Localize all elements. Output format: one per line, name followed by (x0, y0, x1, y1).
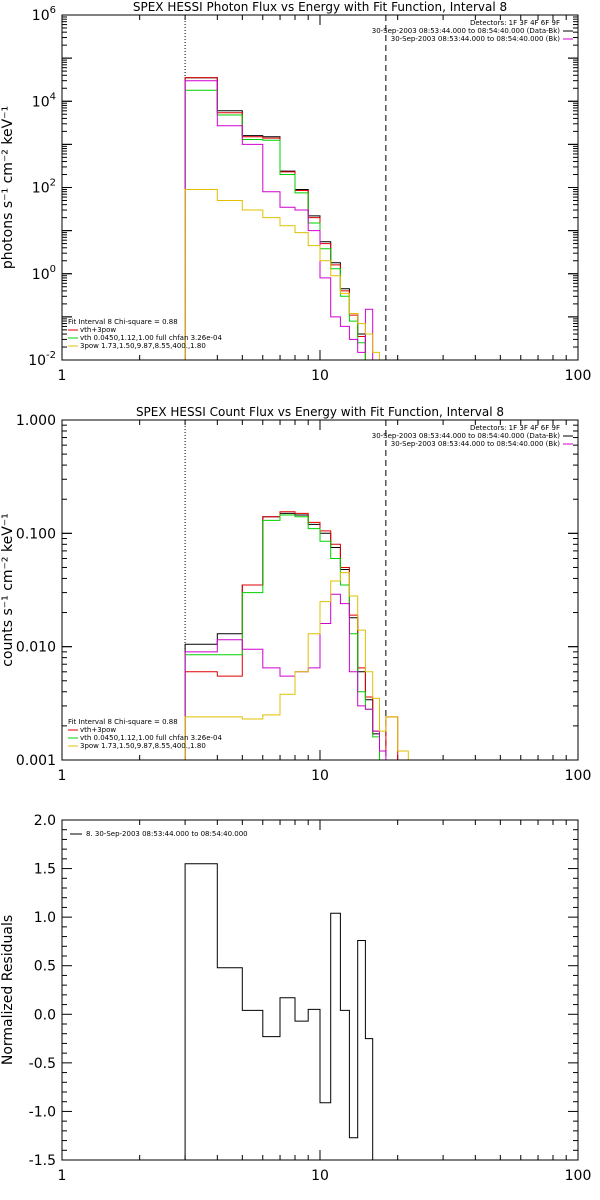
x-tick-label: 1 (58, 368, 67, 384)
y-tick-base: 10 (28, 353, 46, 369)
y-tick-label: 1.0 (34, 910, 56, 926)
series-1-line (184, 77, 409, 361)
legend-text: 8. 30-Sep-2003 08:53:44.000 to 08:54:40.… (86, 830, 248, 838)
y-tick-label: 1.5 (34, 862, 56, 878)
series-4-line (184, 189, 409, 361)
x-tick-label: 100 (565, 768, 592, 784)
series-1-line (184, 511, 409, 761)
y-tick-base: 10 (32, 181, 50, 197)
fit-line: vth+3pow (80, 726, 116, 734)
x-tick-label: 1 (58, 768, 67, 784)
y-tick-label: 0.0 (34, 1007, 56, 1023)
y-tick-exponent: 4 (50, 91, 56, 102)
y-axis-label: photons s⁻¹ cm⁻² keV⁻¹ (0, 106, 16, 269)
plot-frame (61, 819, 579, 1161)
panel-0: SPEX HESSI Photon Flux vs Energy with Fi… (0, 0, 591, 384)
y-tick-label: -1.5 (29, 1153, 56, 1169)
fit-line: vth 0.0450,1.12,1.00 full chfan 3.26e-04 (80, 334, 222, 342)
y-tick-base: 10 (32, 94, 50, 110)
y-tick-base: 10 (32, 267, 50, 283)
y-tick-label: 100 (32, 264, 56, 283)
series-2-line (184, 89, 373, 361)
x-tick-label: 10 (311, 1168, 329, 1184)
y-tick-label: 2.0 (34, 813, 56, 829)
y-tick-label: 0.001 (16, 753, 56, 769)
y-tick-exponent: 2 (50, 178, 56, 189)
series-3-line (184, 593, 387, 760)
series-2-line (184, 514, 386, 761)
info-line: 30-Sep-2003 08:53:44.000 to 08:54:40.000… (372, 432, 561, 440)
plot-frame (61, 419, 579, 761)
fit-line: Fit Interval 8 Chi-square = 0.88 (68, 718, 178, 726)
fit-line: 3pow 1.73,1.50,9.87,8.55,400.,1.80 (80, 342, 206, 350)
y-tick-exponent: 0 (50, 264, 56, 275)
y-tick-label: 102 (32, 178, 56, 197)
y-tick-label: 10-2 (28, 350, 56, 369)
y-tick-exponent: -2 (46, 350, 56, 361)
y-tick-label: -1.0 (29, 1104, 56, 1120)
x-tick-label: 10 (311, 368, 329, 384)
fit-line: 3pow 1.73,1.50,9.87,8.55,400.,1.80 (80, 742, 206, 750)
x-tick-label: 1 (58, 1168, 67, 1184)
info-line: 30-Sep-2003 08:53:44.000 to 08:54:40.000… (391, 35, 561, 43)
x-tick-label: 100 (565, 368, 592, 384)
y-tick-exponent: 6 (50, 5, 56, 16)
fit-line: Fit Interval 8 Chi-square = 0.88 (68, 318, 178, 326)
y-tick-label: 104 (32, 91, 56, 110)
chart-title: SPEX HESSI Count Flux vs Energy with Fit… (136, 405, 504, 419)
series-0-line (184, 512, 386, 761)
y-axis-label: counts s⁻¹ cm⁻² keV⁻¹ (0, 513, 16, 667)
y-axis-label: Normalized Residuals (0, 915, 16, 1065)
series-0-line (184, 77, 373, 361)
info-line: 30-Sep-2003 08:53:44.000 to 08:54:40.000… (391, 440, 561, 448)
info-line: Detectors: 1F 3F 4F 6F 9F (470, 19, 560, 27)
y-tick-label: 106 (32, 5, 56, 24)
chart-title: SPEX HESSI Photon Flux vs Energy with Fi… (133, 0, 507, 14)
panel-2: Normalized Residuals 1 10 100 2.0 1.5 1.0 0.5 0.… (0, 813, 591, 1184)
x-tick-label: 100 (565, 1168, 592, 1184)
y-tick-label: 1.000 (16, 413, 56, 429)
series-0-line (184, 863, 374, 1160)
y-tick-label: 0.010 (16, 640, 56, 656)
x-tick-label: 10 (311, 768, 329, 784)
plot-frame (61, 14, 579, 361)
y-tick-label: 0.100 (16, 526, 56, 542)
panel-1: SPEX HESSI Count Flux vs Energy with Fit… (0, 405, 591, 784)
info-line: 30-Sep-2003 08:53:44.000 to 08:54:40.000… (372, 27, 561, 35)
fit-line: vth+3pow (80, 326, 116, 334)
y-tick-base: 10 (32, 8, 50, 24)
series-4-line (184, 572, 409, 760)
y-tick-label: -0.5 (29, 1056, 56, 1072)
series-3-line (184, 80, 374, 360)
fit-line: vth 0.0450,1.12,1.00 full chfan 3.26e-04 (80, 734, 222, 742)
info-line: Detectors: 1F 3F 4F 6F 9F (470, 424, 560, 432)
y-tick-label: 0.5 (34, 959, 56, 975)
